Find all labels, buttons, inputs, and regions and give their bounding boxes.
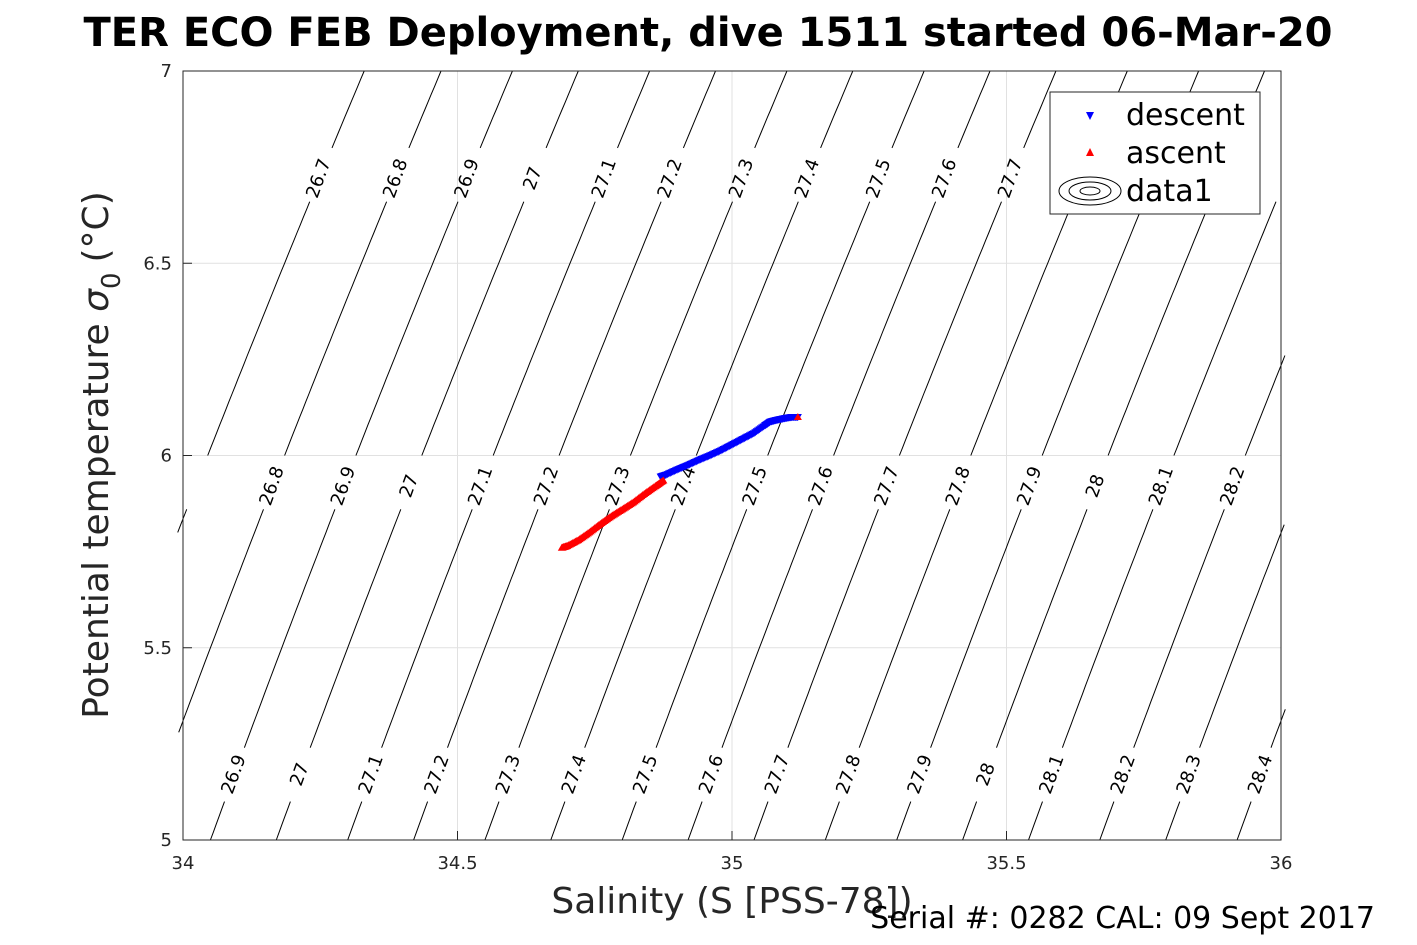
contour-label: 26.7: [302, 156, 335, 201]
contour-line: [896, 70, 1200, 841]
contour-label: 27.5: [862, 156, 895, 201]
contour-label: 27.9: [903, 752, 936, 797]
contour-line: [178, 70, 442, 733]
contour-label: 26.9: [217, 752, 250, 797]
contour-label: 27.5: [738, 464, 771, 509]
contour-line: [1099, 355, 1286, 841]
contour-line: [275, 70, 579, 841]
y-axis-label-unit: (°C): [76, 191, 117, 262]
contour-label: 27.3: [492, 752, 525, 797]
contour-label: 28.1: [1035, 752, 1068, 797]
profile-data: [557, 413, 802, 551]
contour-line: [824, 70, 1128, 841]
contour-line: [1236, 709, 1286, 841]
contour-label: 28: [972, 760, 1000, 789]
contour-label: 28.1: [1145, 464, 1178, 509]
contour-line: [687, 70, 991, 841]
contour-label: 27.7: [870, 464, 903, 509]
contour-label: 27.6: [928, 156, 961, 201]
contour-label: 27.6: [695, 752, 728, 797]
contour-label: 27.2: [653, 156, 686, 201]
y-axis-label-symbol: σ: [76, 288, 117, 312]
contour-line: [177, 70, 365, 533]
contour-label: 27.1: [588, 156, 621, 201]
y-axis-label-subscript: 0: [97, 272, 127, 289]
contour-line: [413, 70, 716, 841]
contour-label: 26.9: [450, 156, 483, 201]
legend-contour-icon: [1058, 176, 1122, 206]
contour-label: 28.3: [1172, 752, 1205, 797]
contour-label: 27.8: [942, 464, 975, 509]
legend: descent ascent data1: [1049, 91, 1261, 215]
contour-line: [347, 70, 651, 841]
y-tick-label: 6: [161, 446, 172, 467]
contour-label: 27.7: [761, 752, 794, 797]
contour-label: 27.2: [420, 752, 453, 797]
contour-line: [550, 70, 854, 841]
ascent-point: [793, 413, 802, 421]
contour-label: 27.5: [629, 752, 662, 797]
chart-title: TER ECO FEB Deployment, dive 1511 starte…: [83, 10, 1332, 56]
contour-label: 27.4: [791, 156, 824, 201]
contour-label: 27.4: [558, 752, 591, 797]
x-tick-label: 35: [721, 853, 744, 874]
contour-label: 26.9: [327, 464, 360, 509]
legend-descent-label: descent: [1126, 98, 1245, 133]
contour-label: 27.8: [832, 752, 865, 797]
contour-line: [1028, 201, 1277, 841]
legend-ascent-label: ascent: [1126, 136, 1226, 171]
x-tick-label: 34.5: [437, 853, 477, 874]
y-axis-label-main: Potential temperature: [76, 323, 117, 718]
contour-label: 27.7: [994, 156, 1027, 201]
legend-box: [1049, 91, 1261, 215]
legend-data1-label: data1: [1126, 174, 1213, 209]
contour-label: 26.8: [379, 156, 412, 201]
x-tick-label: 36: [1270, 853, 1293, 874]
contour-line: [621, 70, 925, 841]
contour-line: [1165, 524, 1285, 841]
y-tick-label: 6.5: [143, 253, 172, 274]
y-axis-label: Potential temperature σ0 (°C): [76, 191, 127, 719]
contour-label: 27.9: [1013, 464, 1046, 509]
y-tick-label: 5: [161, 830, 172, 851]
legend-descent-marker: [1086, 112, 1094, 120]
contour-label: 27.1: [354, 752, 387, 797]
contour-line: [209, 70, 513, 841]
contour-line: [484, 70, 788, 841]
contour-label: 26.8: [255, 464, 288, 509]
x-axis-label: Salinity (S [PSS-78]): [551, 881, 912, 922]
y-tick-label: 5.5: [143, 638, 172, 659]
ascent-point: [659, 476, 668, 484]
contour-label: 27: [396, 472, 424, 501]
contour-label: 28.4: [1244, 752, 1277, 797]
contour-line: [753, 70, 1057, 841]
calibration-footer: Serial #: 0282 CAL: 09 Sept 2017: [870, 901, 1375, 936]
axis-ticks: 34 34.5 35 35.5 36 5 5.5 6 6.5 7: [143, 61, 1292, 874]
contour-label: 27.3: [725, 156, 758, 201]
contour-label: 27: [286, 760, 314, 789]
y-tick-label: 7: [161, 61, 172, 82]
x-tick-label: 34: [172, 853, 195, 874]
contour-label: 28: [1082, 472, 1110, 501]
contour-label: 27.1: [464, 464, 497, 509]
legend-ascent-marker: [1086, 148, 1094, 156]
contour-label: 27: [519, 164, 547, 193]
contour-label: 28.2: [1216, 464, 1249, 509]
x-tick-label: 35.5: [986, 853, 1026, 874]
contour-label: 28.2: [1107, 752, 1140, 797]
contour-line: [962, 70, 1265, 841]
contour-label: 27.2: [530, 464, 563, 509]
contour-label: 27.6: [804, 464, 837, 509]
